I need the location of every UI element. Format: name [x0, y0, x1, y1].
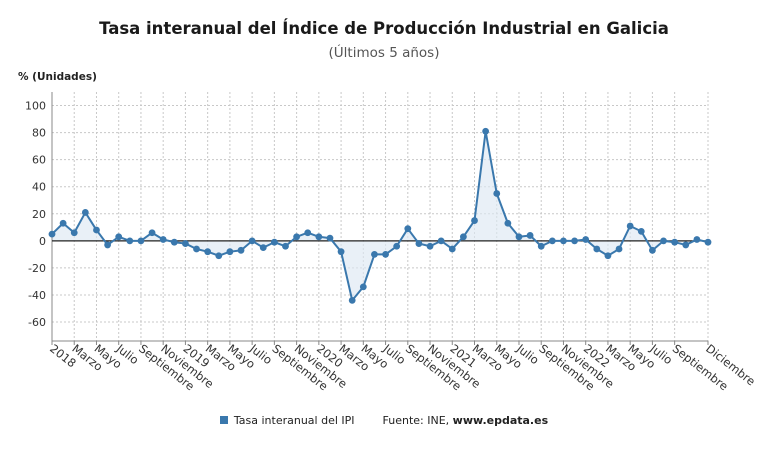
data-point [660, 237, 667, 245]
data-point [504, 219, 512, 227]
data-point [193, 245, 200, 253]
grid-layer [51, 92, 709, 341]
data-point [204, 248, 212, 256]
area-layer [52, 131, 708, 301]
data-point [282, 242, 289, 250]
data-point [548, 237, 556, 245]
data-point [471, 217, 478, 224]
data-point [237, 246, 245, 254]
data-point [537, 242, 545, 250]
y-tick-label: 20 [32, 208, 46, 221]
y-tick-label: -20 [28, 262, 46, 275]
data-point [426, 242, 434, 250]
data-point [137, 237, 145, 245]
chart-title: Tasa interanual del Índice de Producción… [99, 19, 669, 38]
data-point [393, 242, 401, 250]
data-point [437, 237, 445, 245]
data-point [159, 236, 167, 243]
data-point [704, 238, 712, 246]
data-point [259, 244, 267, 252]
data-point [115, 233, 123, 241]
data-point [59, 219, 67, 227]
data-point [182, 240, 189, 247]
data-point [493, 190, 501, 197]
y-tick-label: 80 [32, 127, 46, 140]
data-point [359, 283, 367, 291]
data-point [371, 250, 378, 258]
data-point [693, 236, 701, 243]
data-point [70, 229, 78, 237]
data-point [649, 246, 656, 254]
data-point [560, 237, 567, 245]
y-tick-label: -60 [28, 316, 46, 329]
data-point [270, 238, 278, 246]
data-point [637, 227, 645, 235]
data-point [415, 240, 423, 247]
data-point [582, 236, 590, 243]
data-point [315, 233, 323, 241]
data-point [593, 245, 601, 253]
point-layer [48, 127, 712, 304]
legend-series-label: Tasa interanual del IPI [233, 414, 355, 427]
data-point [404, 225, 412, 233]
data-point [515, 233, 523, 241]
data-point [448, 245, 456, 253]
data-point [348, 297, 356, 304]
data-point [459, 233, 467, 241]
y-tick-label: 100 [25, 100, 46, 113]
data-point [337, 248, 345, 256]
y-tick-label: 40 [32, 181, 46, 194]
data-point [48, 230, 56, 238]
line-layer [51, 130, 709, 302]
data-point [526, 232, 534, 239]
data-point [482, 127, 490, 135]
data-point [93, 226, 100, 234]
data-point [293, 233, 301, 241]
data-point [170, 238, 178, 246]
legend-source-prefix: Fuente: INE, [382, 414, 453, 427]
data-point [215, 252, 223, 260]
data-point [604, 252, 612, 260]
y-tick-label: -40 [28, 289, 46, 302]
y-tick-label: 60 [32, 154, 46, 167]
data-point [148, 229, 156, 237]
data-point [682, 241, 690, 249]
data-point [571, 237, 578, 245]
data-point [615, 245, 623, 253]
y-axis-label: % (Unidades) [18, 71, 97, 83]
data-point [382, 250, 389, 258]
data-point [304, 229, 312, 237]
axis-layer [51, 92, 709, 345]
legend-source-site[interactable]: www.epdata.es [452, 414, 549, 427]
data-point [104, 241, 111, 249]
chart-subtitle: (Últimos 5 años) [328, 45, 440, 61]
series-area [52, 131, 708, 301]
y-tick-label: 0 [39, 235, 46, 248]
legend: Tasa interanual del IPI Fuente: INE, www.… [0, 414, 768, 427]
data-point [626, 222, 634, 230]
data-point [81, 209, 89, 216]
data-point [248, 237, 256, 245]
data-point [671, 238, 679, 246]
series-line [51, 130, 709, 302]
data-point [126, 237, 134, 245]
data-point [326, 234, 334, 242]
legend-swatch [219, 416, 228, 424]
data-point [226, 248, 234, 256]
